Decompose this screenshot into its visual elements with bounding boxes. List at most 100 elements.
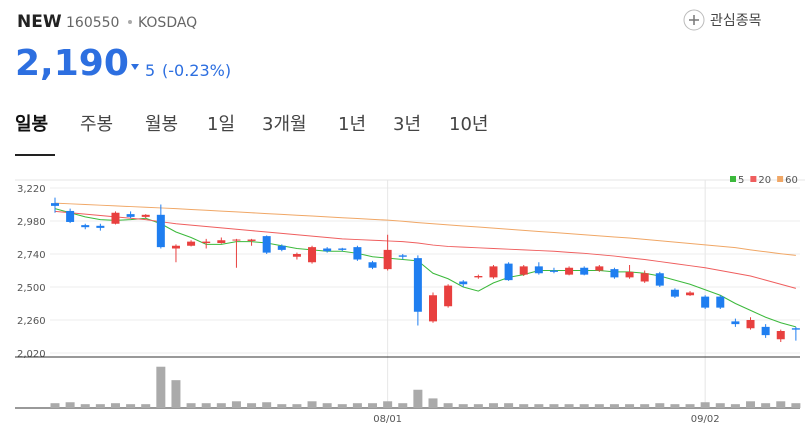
candle-body: [262, 236, 271, 253]
volume-bar: [670, 404, 680, 408]
volume-bar: [473, 404, 483, 408]
volume-bar: [50, 403, 60, 408]
volume-bar: [383, 401, 393, 408]
candle-body: [277, 245, 286, 250]
y-tick-label: 2,260: [17, 316, 46, 327]
volume-bar: [655, 403, 665, 408]
separator-dot: [128, 20, 132, 24]
candle-body: [413, 258, 422, 312]
candle-body: [202, 241, 211, 243]
volume-bar: [519, 404, 529, 408]
volume-bar: [715, 403, 725, 408]
tab[interactable]: 일봉: [15, 114, 48, 135]
volume-bar: [171, 380, 181, 408]
volume-bar: [262, 402, 272, 408]
y-tick-label: 2,020: [17, 349, 46, 360]
volume-bar: [791, 403, 801, 408]
candle-body: [655, 273, 664, 286]
y-tick-label: 2,980: [17, 217, 46, 228]
volume-bar: [186, 403, 196, 408]
candle-body: [81, 225, 90, 228]
volume-bar: [247, 403, 257, 408]
candle-body: [308, 247, 317, 263]
volume-bar: [413, 389, 423, 408]
volume-bar: [776, 401, 786, 408]
y-tick-label: 2,500: [17, 283, 46, 294]
candle-body: [489, 266, 498, 278]
volume-bar: [201, 403, 211, 408]
volume-bar: [534, 404, 544, 408]
y-tick-label: 3,220: [17, 184, 46, 195]
volume-bar: [337, 404, 347, 408]
change-pct: (-0.23%): [162, 61, 231, 80]
plus: [689, 15, 699, 25]
tab[interactable]: 1일: [207, 114, 235, 135]
volume-bar: [564, 404, 574, 408]
candle-body: [444, 285, 453, 307]
tabs: 일봉 주봉 월봉 1일 3개월 1년 3년 10년: [15, 114, 488, 135]
tab[interactable]: 주봉: [80, 114, 113, 135]
candle-body: [610, 269, 619, 278]
volume-bar: [65, 402, 75, 408]
chart: 2,020 2,260 2,500 2,740 2,980 3,220 08/01 09/02…: [15, 175, 805, 425]
legend-label: 60: [785, 175, 798, 186]
watch-button[interactable]: 관심종목: [683, 9, 762, 31]
candle-body: [549, 270, 558, 272]
tab[interactable]: 월봉: [145, 114, 178, 135]
y-tick-label: 2,740: [17, 250, 46, 261]
candle-body: [731, 321, 740, 325]
candle-body: [716, 296, 725, 308]
volume-bar: [231, 401, 241, 408]
candle-body: [534, 266, 543, 274]
candle-body: [459, 281, 468, 285]
stock-code: 160550: [66, 15, 119, 31]
volume-bar: [398, 403, 408, 408]
candle-body: [51, 203, 59, 206]
tab[interactable]: 10년: [449, 114, 488, 135]
tab[interactable]: 1년: [338, 114, 366, 135]
volume-bar: [761, 403, 771, 408]
volume-bar: [156, 366, 166, 408]
watch-label: 관심종목: [710, 13, 762, 29]
volume-bar: [368, 403, 378, 408]
candle-body: [247, 239, 256, 241]
volume-bar: [95, 404, 105, 408]
candle-body: [595, 266, 604, 271]
legend-label: 20: [758, 175, 771, 186]
volume-bar: [126, 404, 136, 408]
candle-body: [66, 210, 75, 222]
candle-body: [338, 248, 347, 250]
watch-icon: [683, 9, 705, 31]
candle-body: [701, 296, 710, 308]
volume-bar: [80, 404, 90, 408]
volume-bar: [746, 401, 756, 408]
volume-bar: [504, 403, 514, 408]
volume-bar: [141, 404, 151, 408]
tab[interactable]: 3개월: [262, 114, 307, 135]
candle-body: [171, 245, 180, 249]
candle-body: [141, 214, 150, 217]
volume-bar: [549, 404, 559, 408]
volume-bar: [307, 401, 317, 408]
volume-bar: [685, 404, 695, 408]
candle-body: [398, 255, 407, 257]
volume-bar: [625, 404, 635, 408]
market: KOSDAQ: [138, 15, 197, 31]
candle-body: [504, 263, 513, 281]
tab[interactable]: 3년: [393, 114, 421, 135]
volume-bar: [277, 404, 287, 408]
volume-bar: [458, 404, 468, 408]
volume-bar: [428, 398, 438, 408]
legend-swatch: [777, 176, 784, 182]
candle-body: [383, 249, 392, 270]
price: 2,190: [15, 43, 129, 84]
candle-body: [776, 331, 785, 340]
candle-body: [126, 214, 135, 217]
candle-body: [96, 225, 105, 228]
volume-bar: [700, 402, 710, 408]
candle-body: [670, 289, 679, 297]
candle-body: [111, 212, 120, 224]
volume-bar: [322, 403, 332, 408]
legend-swatch: [730, 176, 736, 182]
candle-body: [368, 262, 377, 268]
